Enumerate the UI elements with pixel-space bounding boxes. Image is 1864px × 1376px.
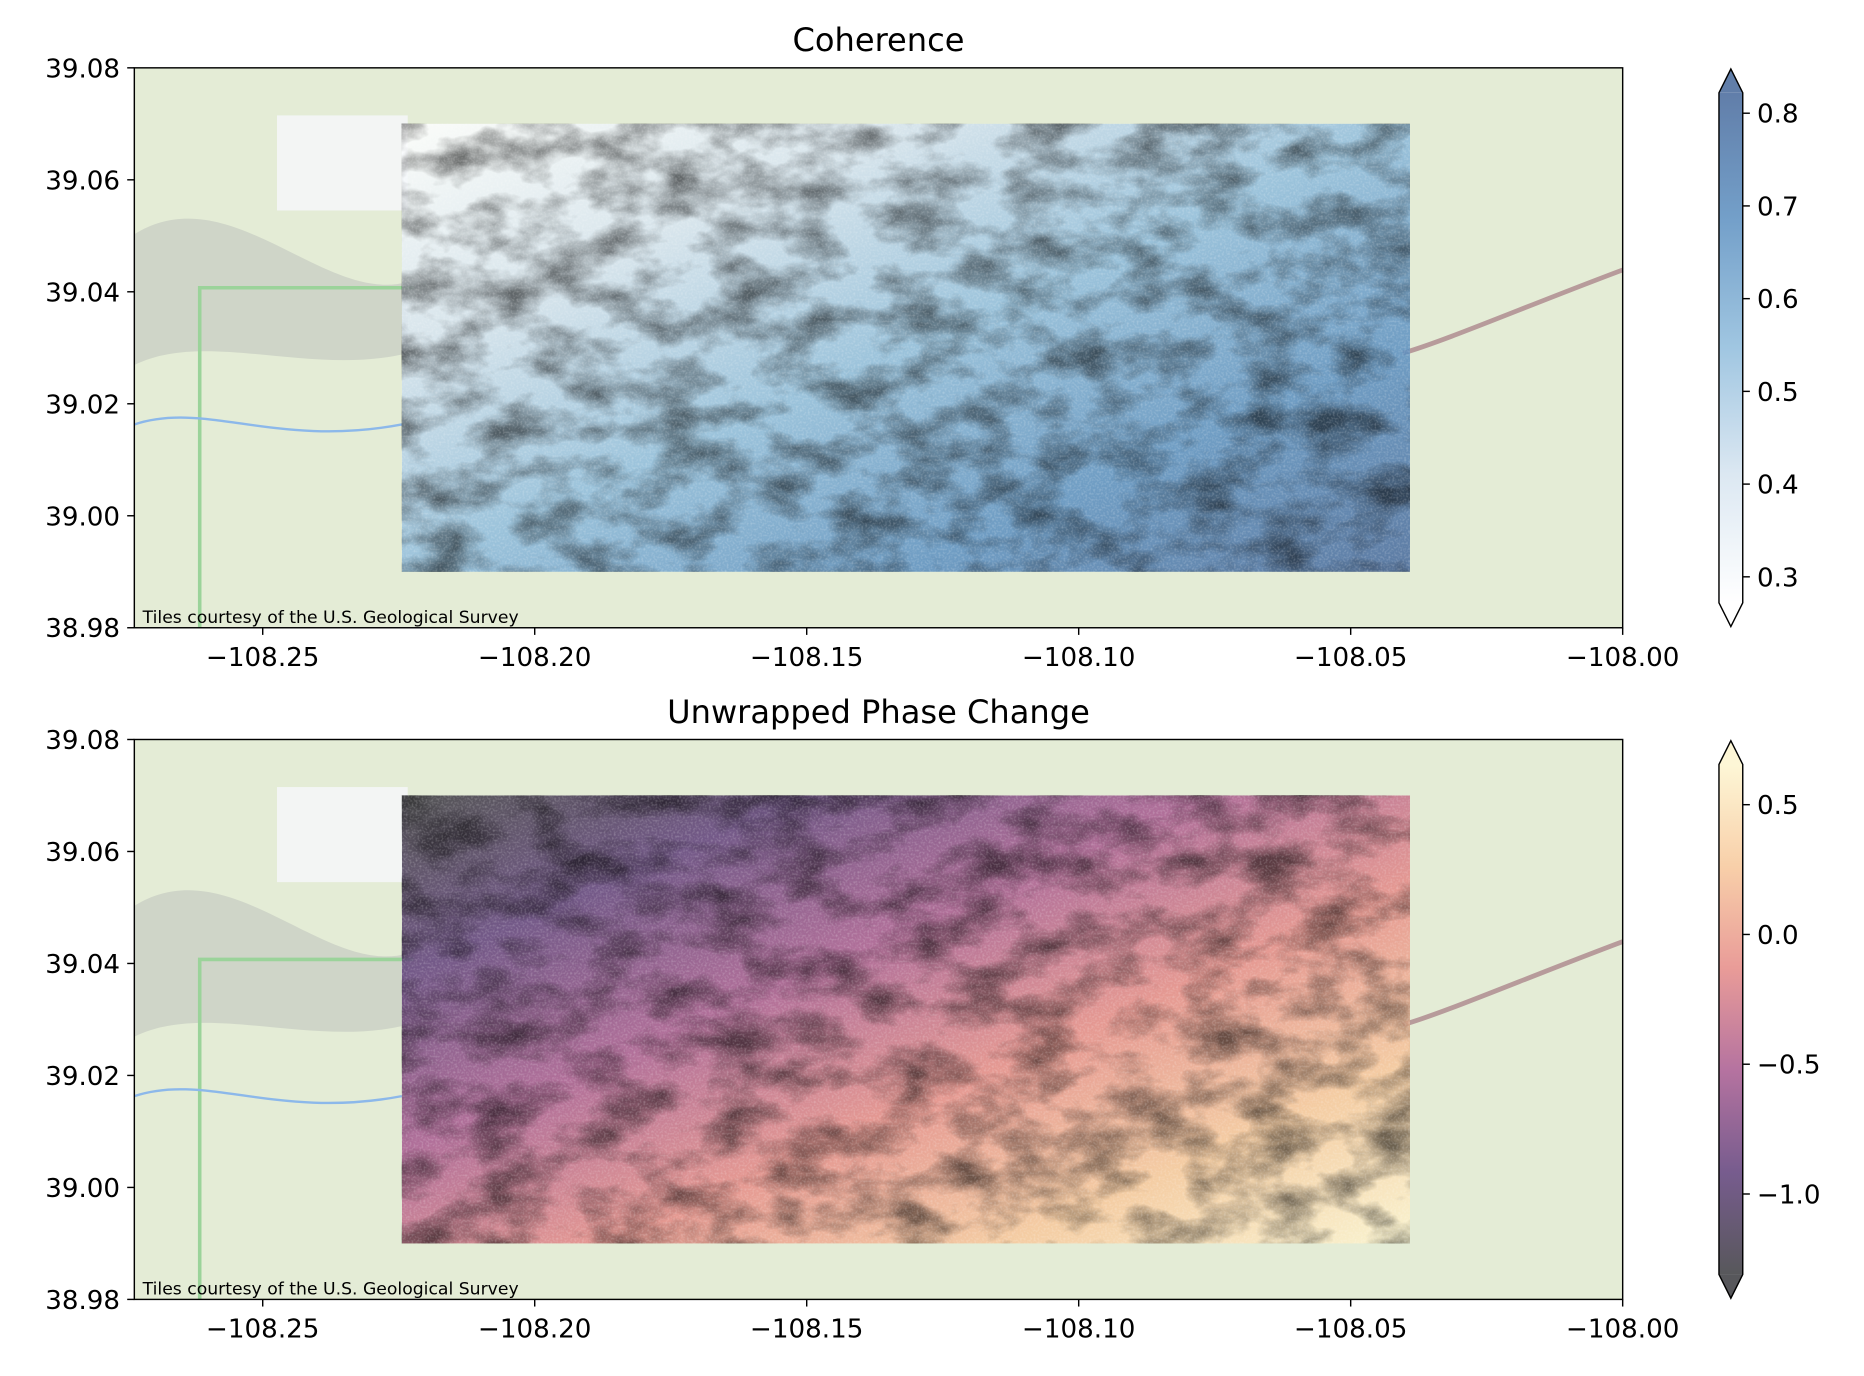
- colorbar-tick-label: 0.0: [1757, 921, 1799, 951]
- colorbar-tick-label: 0.4: [1757, 471, 1799, 501]
- x-tick-label: −108.05: [1294, 1314, 1407, 1344]
- chart-title: Coherence: [792, 21, 964, 59]
- x-tick-label: −108.20: [478, 643, 591, 673]
- colorbar: [1718, 92, 1743, 603]
- basemap-relief: [134, 218, 408, 366]
- y-tick-label: 38.98: [45, 614, 120, 644]
- colorbar-outline: [1718, 67, 1744, 629]
- colorbar-tick-label: 0.8: [1757, 100, 1799, 130]
- y-tick-label: 39.00: [45, 1174, 120, 1204]
- y-tick-label: 39.04: [45, 278, 120, 308]
- chart-title: Unwrapped Phase Change: [667, 693, 1090, 731]
- colorbar-tick-label: 0.6: [1757, 285, 1799, 315]
- y-tick-label: 39.00: [45, 502, 120, 532]
- basemap-road: [1402, 267, 1624, 356]
- x-tick-label: −108.15: [750, 643, 863, 673]
- colorbar-tick-label: −1.0: [1757, 1180, 1820, 1210]
- x-tick-label: −108.25: [206, 1314, 319, 1344]
- raster-speckle: [401, 795, 1410, 1244]
- colorbar: [1718, 764, 1743, 1275]
- colorbar-tick-label: −0.5: [1757, 1051, 1820, 1081]
- y-tick-label: 39.04: [45, 950, 120, 980]
- basemap-river: [133, 1088, 403, 1105]
- basemap-road: [197, 285, 414, 628]
- colorbar-tick-label: 0.3: [1757, 563, 1799, 593]
- x-tick-label: −108.25: [206, 643, 319, 673]
- x-tick-label: −108.20: [478, 1314, 591, 1344]
- basemap-road: [1402, 939, 1624, 1028]
- x-tick-label: −108.10: [1022, 1314, 1135, 1344]
- x-tick-label: −108.00: [1566, 643, 1679, 673]
- y-tick-label: 39.06: [45, 166, 120, 196]
- axes-frame: [133, 67, 1624, 629]
- basemap-relief: [134, 890, 408, 1037]
- raster-speckle: [401, 123, 1410, 572]
- colorbar-tick-label: 0.5: [1757, 378, 1799, 408]
- y-tick-label: 39.08: [45, 54, 120, 84]
- colorbar-extend-min: [1718, 1274, 1743, 1299]
- y-tick-label: 39.08: [45, 726, 120, 756]
- y-tick-label: 38.98: [45, 1286, 120, 1316]
- x-tick-label: −108.15: [750, 1314, 863, 1344]
- colorbar-extend-max: [1718, 69, 1743, 93]
- basemap-river: [133, 416, 403, 433]
- colorbar-tick-label: 0.5: [1757, 791, 1799, 821]
- x-tick-label: −108.00: [1566, 1314, 1679, 1344]
- colorbar-extend-max: [1718, 740, 1743, 765]
- x-tick-label: −108.05: [1294, 643, 1407, 673]
- x-tick-label: −108.10: [1022, 643, 1135, 673]
- y-tick-label: 39.06: [45, 838, 120, 868]
- y-tick-label: 39.02: [45, 1062, 120, 1092]
- basemap-white: [276, 115, 408, 211]
- colorbar-tick-label: 0.7: [1757, 192, 1799, 222]
- attribution: Tiles courtesy of the U.S. Geological Su…: [142, 608, 519, 628]
- colorbar-extend-min: [1718, 602, 1743, 627]
- y-tick-label: 39.02: [45, 390, 120, 420]
- axes-frame: [133, 738, 1624, 1301]
- basemap-road: [197, 957, 414, 1300]
- colorbar-outline: [1718, 739, 1744, 1300]
- attribution: Tiles courtesy of the U.S. Geological Su…: [142, 1280, 519, 1300]
- basemap-white: [276, 787, 408, 883]
